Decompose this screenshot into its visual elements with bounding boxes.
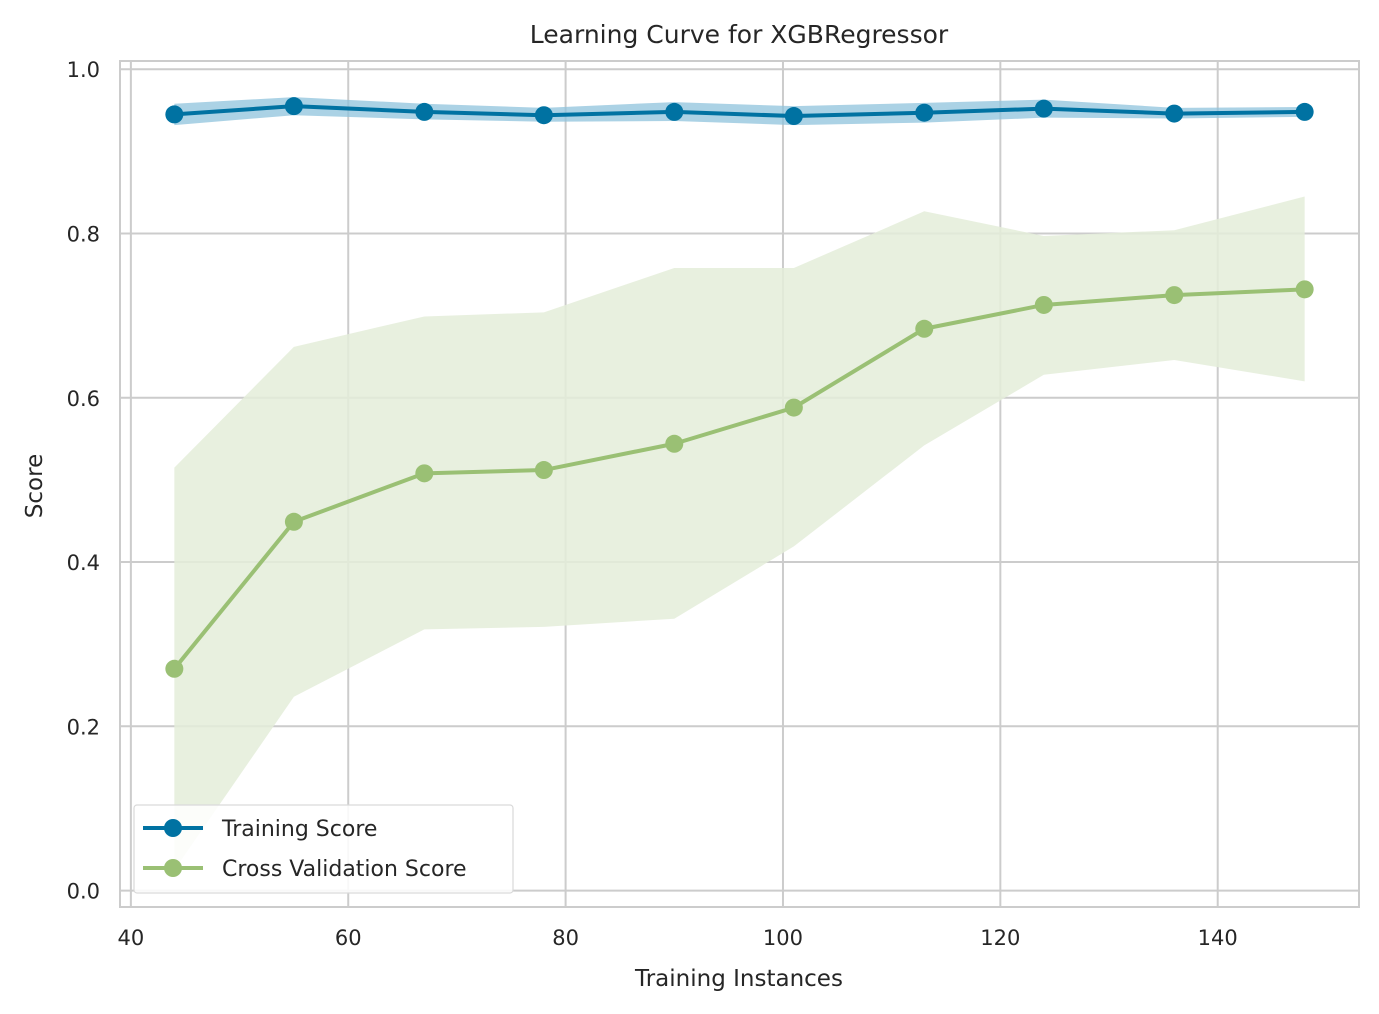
x-tick-label: 80 (552, 926, 579, 950)
cv-score-point (534, 461, 553, 480)
x-tick-label: 140 (1198, 926, 1238, 950)
y-tick-label: 0.6 (67, 387, 100, 411)
training-score-point (415, 102, 434, 121)
training-score-point (284, 97, 303, 116)
y-tick-label: 0.0 (67, 880, 100, 904)
training-score-point (165, 105, 184, 124)
training-score-line (174, 104, 1305, 119)
x-axis-label: Training Instances (634, 966, 843, 992)
x-tick-label: 120 (980, 926, 1020, 950)
y-tick-label: 0.4 (67, 551, 100, 575)
cv-score-point (915, 319, 934, 338)
cv-score-point (665, 434, 684, 453)
y-tick-label: 0.8 (67, 222, 100, 246)
x-tick-label: 40 (118, 926, 145, 950)
training-score-point (1165, 104, 1184, 123)
cv-score-point (165, 659, 184, 678)
confidence-bands (174, 97, 1305, 871)
y-tick-label: 1.0 (67, 58, 100, 82)
cv-score-point (284, 512, 303, 531)
legend: Training Score Cross Validation Score (133, 804, 514, 894)
plot-frame (119, 60, 1360, 908)
x-tick-label: 60 (335, 926, 362, 950)
y-tick-labels: 0.0 0.2 0.4 0.6 0.8 1.0 (67, 58, 100, 903)
legend-training-label: Training Score (221, 817, 377, 842)
legend-cv-marker (164, 859, 182, 877)
training-score-band (174, 97, 1305, 126)
training-score-point (915, 103, 934, 122)
y-tick-label: 0.2 (67, 715, 100, 739)
cv-score-point (1295, 280, 1314, 299)
legend-cv-label: Cross Validation Score (222, 857, 467, 882)
cv-score-band (174, 196, 1305, 871)
cv-score-point (415, 464, 434, 483)
training-score-point (534, 106, 553, 125)
cv-score-point (1165, 286, 1184, 305)
cv-score-point (1034, 295, 1053, 314)
training-score-point (665, 102, 684, 121)
legend-box (133, 804, 514, 894)
series-lines (172, 104, 1305, 671)
cv-score-line (172, 287, 1305, 671)
chart-title: Learning Curve for XGBRegressor (530, 20, 949, 49)
training-score-point (784, 107, 803, 126)
y-axis-label: Score (22, 454, 48, 518)
legend-training-marker (164, 819, 182, 837)
training-score-point (1034, 99, 1053, 118)
x-tick-labels: 40 60 80 100 120 140 (118, 926, 1238, 950)
series-points (165, 97, 1314, 678)
cv-score-point (784, 398, 803, 417)
training-score-point (1295, 102, 1314, 121)
x-tick-label: 100 (763, 926, 803, 950)
